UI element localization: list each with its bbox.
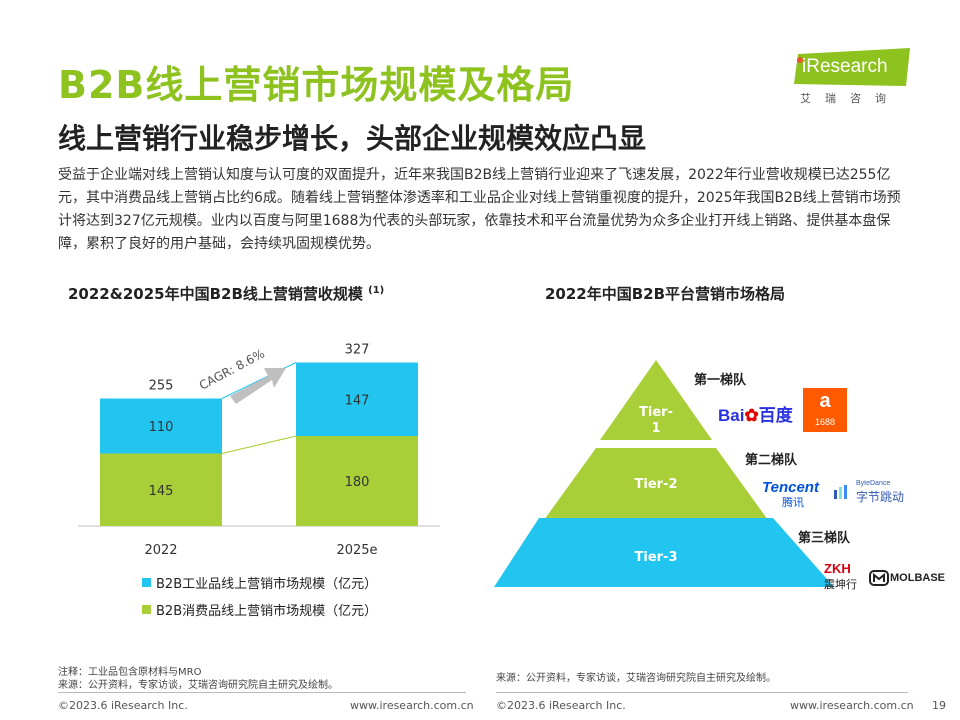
cagr-arrow-icon xyxy=(230,368,286,404)
tier-1-group-label: 第一梯队 xyxy=(694,373,747,388)
bar-industrial-0 xyxy=(100,398,222,454)
intro-paragraph: 受益于企业端对线上营销认知度与认可度的双面提升，近年来我国B2B线上营销行业迎来… xyxy=(58,167,901,252)
page-number: 19 xyxy=(932,699,946,712)
right-source: 来源：公开资料，专家访谈，艾瑞咨询研究院自主研究及绘制。 xyxy=(496,673,776,684)
tier-3-shape xyxy=(494,518,834,587)
bar-industrial-1 xyxy=(296,362,418,436)
logo-text: iResearch xyxy=(802,56,888,77)
bar-value-label: 110 xyxy=(149,420,174,435)
footer-divider-left xyxy=(58,692,466,693)
tier-2-label: Tier-2 xyxy=(635,477,678,492)
tier-3-group-label: 第三梯队 xyxy=(798,531,851,546)
legend-label-consumer: B2B消费品线上营销市场规模（亿元） xyxy=(156,604,378,619)
alibaba-1688-text: 1688 xyxy=(814,417,836,427)
iresearch-logo: iResearch 艾瑞咨询 xyxy=(794,48,914,110)
molbase-logo-text: MOLBASE xyxy=(890,572,945,584)
bar-total-label: 327 xyxy=(345,343,370,358)
molbase-icon xyxy=(869,570,889,586)
logo-subtext: 艾瑞咨询 xyxy=(800,92,900,105)
left-chart-title-text: 2022&2025年中国B2B线上营销营收规模 xyxy=(68,285,363,303)
tier-1-shape xyxy=(600,360,712,440)
logo-banner-icon xyxy=(794,48,910,86)
x-tick-label: 2022 xyxy=(144,543,177,558)
bar-total-label: 255 xyxy=(149,379,174,394)
bytedance-logo-cn: 字节跳动 xyxy=(856,490,905,504)
alibaba-1688-logo: a 1688 xyxy=(803,388,847,432)
zkh-logo-en: ZKH xyxy=(824,561,851,576)
tier-2-shape xyxy=(544,448,768,520)
footer-copyright-left: ©2023.6 iResearch Inc. xyxy=(58,699,188,712)
bar-consumer-1 xyxy=(296,436,418,526)
bytedance-icon xyxy=(834,485,847,499)
left-chart-title-note: (1) xyxy=(368,285,385,296)
footer-copyright-right: ©2023.6 iResearch Inc. xyxy=(496,699,626,712)
market-pyramid: Tier- 1 Tier-2 Tier-3 xyxy=(494,360,834,587)
bar-value-label: 147 xyxy=(345,393,370,408)
left-source: 来源：公开资料，专家访谈，艾瑞咨询研究院自主研究及绘制。 xyxy=(58,680,338,691)
zkh-logo-cn: 震坤行 xyxy=(824,579,857,591)
baidu-logo: Bai✿百度 xyxy=(718,401,793,426)
connector-consumer xyxy=(221,435,297,454)
tier-3-label: Tier-3 xyxy=(635,550,678,565)
footer-divider-right xyxy=(496,692,908,693)
x-tick-label: 2025e xyxy=(336,543,377,558)
page-subtitle: 线上营销行业稳步增长，头部企业规模效应凸显 xyxy=(58,122,647,155)
right-chart-title: 2022年中国B2B平台营销市场格局 xyxy=(545,285,786,303)
tier-1-label-line1: Tier- xyxy=(639,405,673,420)
page-title: B2B线上营销市场规模及格局 xyxy=(58,63,575,107)
bar-value-label: 180 xyxy=(345,475,370,490)
tier-2-group-label: 第二梯队 xyxy=(745,453,798,468)
bar-consumer-0 xyxy=(100,453,222,526)
tier-1-label-line2: 1 xyxy=(651,421,660,436)
left-footnote: 注释：工业品包含原材料与MRO xyxy=(58,667,202,678)
footer-url-left[interactable]: www.iresearch.com.cn xyxy=(350,699,474,712)
bar-value-label: 145 xyxy=(149,484,174,499)
alibaba-glyph-icon: a xyxy=(819,390,831,412)
bytedance-logo-en: ByteDance xyxy=(856,480,891,487)
baidu-logo-cn: 百度 xyxy=(758,406,793,425)
baidu-logo-en: Bai xyxy=(718,406,745,425)
legend-label-industrial: B2B工业品线上营销市场规模（亿元） xyxy=(156,577,378,592)
legend-swatch-consumer xyxy=(142,605,151,614)
baidu-paw-icon: ✿ xyxy=(744,406,759,425)
left-chart-title: 2022&2025年中国B2B线上营销营收规模 (1) xyxy=(68,283,384,304)
tencent-logo-en: Tencent xyxy=(762,479,819,496)
footer-url-right[interactable]: www.iresearch.com.cn xyxy=(790,699,914,712)
legend-swatch-industrial xyxy=(142,578,151,587)
tencent-logo-cn: 腾讯 xyxy=(782,497,804,509)
